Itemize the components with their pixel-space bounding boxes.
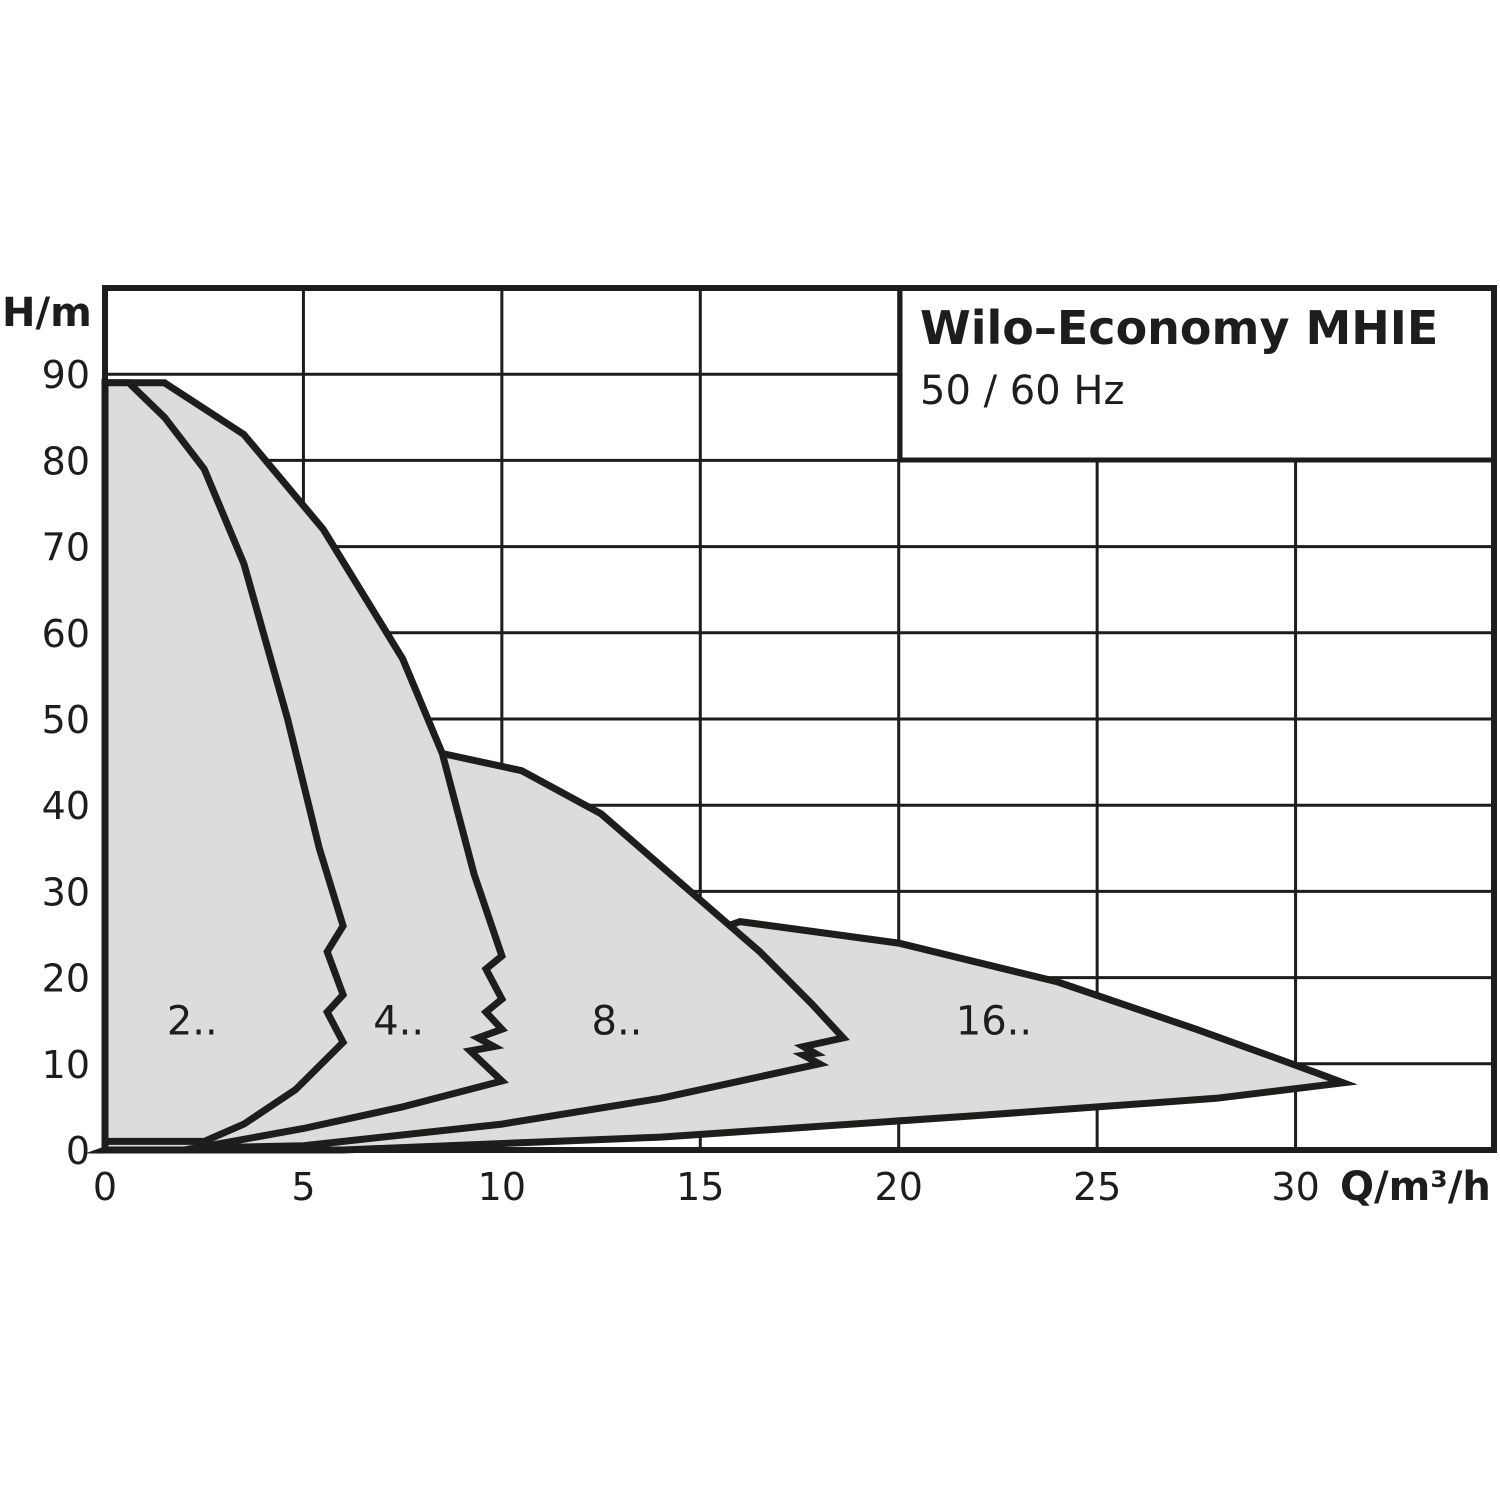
title-box-frame xyxy=(897,285,1497,463)
y-tick-label: 10 xyxy=(42,1043,90,1087)
x-tick-label: 25 xyxy=(1073,1165,1121,1209)
y-tick-label: 0 xyxy=(66,1129,90,1173)
x-axis-label: Q/m³/h xyxy=(1340,1164,1491,1210)
x-tick-label: 20 xyxy=(875,1165,923,1209)
x-tick-label: 0 xyxy=(93,1165,117,1209)
series-areas: 2.. 4.. 8.. 16.. xyxy=(84,379,1358,1154)
series-label: 4.. xyxy=(373,999,424,1045)
y-tick-label: 70 xyxy=(42,526,90,570)
plot-frame xyxy=(102,285,1497,1153)
y-tick-label: 30 xyxy=(42,870,90,914)
x-tick-label: 5 xyxy=(291,1165,315,1209)
series-label: 2.. xyxy=(167,999,218,1045)
y-tick-label: 60 xyxy=(42,612,90,656)
y-tick-label: 80 xyxy=(42,439,90,483)
x-tick-label: 10 xyxy=(478,1165,526,1209)
series-label: 8.. xyxy=(592,999,643,1045)
chart-title: Wilo–Economy MHIE xyxy=(920,301,1438,355)
tick-labels: 0 5 10 15 20 25 30 0 10 20 30 40 50 60 70 80 90 xyxy=(42,353,1320,1209)
x-tick-label: 30 xyxy=(1271,1165,1319,1209)
y-tick-label: 50 xyxy=(42,698,90,742)
y-tick-label: 20 xyxy=(42,957,90,1001)
y-axis-label: H/m xyxy=(2,290,92,336)
chart-subtitle: 50 / 60 Hz xyxy=(920,368,1125,414)
title-box: Wilo–Economy MHIE 50 / 60 Hz xyxy=(897,285,1497,463)
y-tick-label: 40 xyxy=(42,784,90,828)
series-label: 16.. xyxy=(956,999,1032,1045)
series-area-2 xyxy=(101,379,348,1145)
x-tick-label: 15 xyxy=(676,1165,724,1209)
y-tick-label: 90 xyxy=(42,353,90,397)
